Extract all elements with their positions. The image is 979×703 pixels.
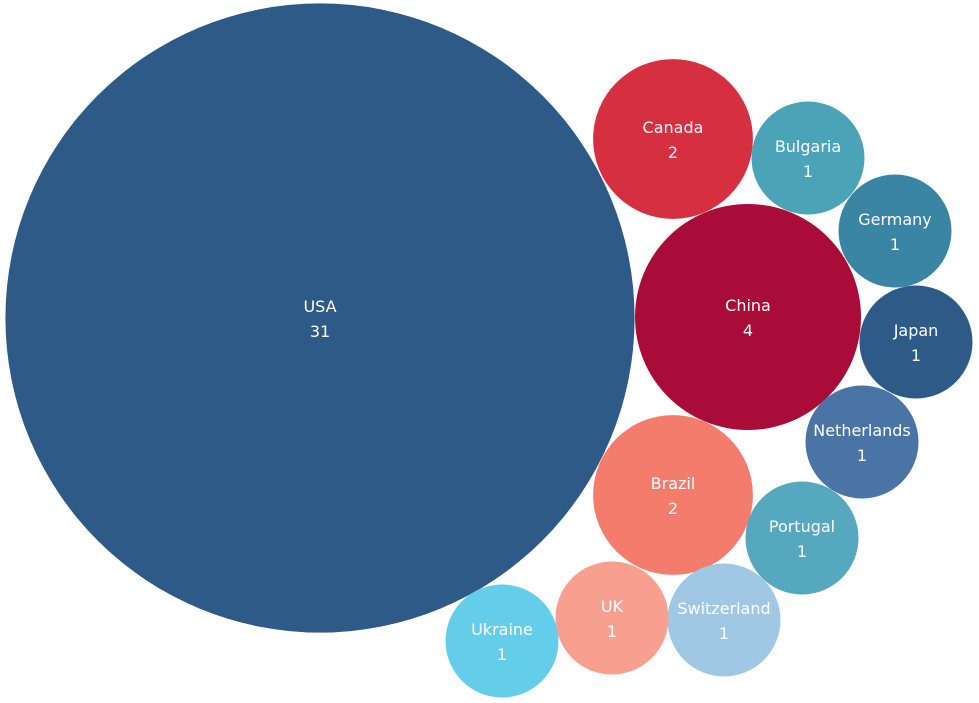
bubble-value-label: 1 — [719, 624, 729, 643]
bubble-circle-japan[interactable] — [859, 285, 973, 399]
bubble-circle-china[interactable] — [635, 204, 861, 430]
bubble-value-label: 4 — [743, 321, 753, 340]
bubble-portugal[interactable]: Portugal 1 — [745, 481, 859, 595]
bubble-circle-germany[interactable] — [838, 174, 952, 288]
bubble-name-label: UK — [601, 597, 624, 616]
bubble-circle-usa[interactable] — [5, 3, 635, 633]
bubble-circle-netherlands[interactable] — [805, 385, 919, 499]
bubble-value-label: 1 — [803, 162, 813, 181]
bubble-value-label: 1 — [797, 542, 807, 561]
bubble-name-label: Ukraine — [471, 620, 533, 639]
bubble-name-label: Germany — [858, 210, 932, 229]
bubble-circle-canada[interactable] — [593, 59, 753, 219]
bubble-switzerland[interactable]: Switzerland 1 — [667, 563, 781, 677]
bubble-name-label: Switzerland — [677, 599, 770, 618]
bubble-name-label: Netherlands — [813, 421, 911, 440]
bubble-germany[interactable]: Germany 1 — [838, 174, 952, 288]
bubble-circle-ukraine[interactable] — [445, 584, 559, 698]
bubble-canada[interactable]: Canada 2 — [593, 59, 753, 219]
bubble-netherlands[interactable]: Netherlands 1 — [805, 385, 919, 499]
bubble-name-label: Canada — [643, 118, 704, 137]
bubble-name-label: Japan — [893, 321, 939, 340]
bubble-circle-portugal[interactable] — [745, 481, 859, 595]
bubble-usa[interactable]: USA 31 — [5, 3, 635, 633]
bubble-circle-switzerland[interactable] — [667, 563, 781, 677]
bubble-circle-bulgaria[interactable] — [751, 101, 865, 215]
bubble-name-label: Bulgaria — [775, 137, 841, 156]
bubble-brazil[interactable]: Brazil 2 — [593, 415, 753, 575]
bubble-value-label: 1 — [497, 645, 507, 664]
bubble-value-label: 1 — [890, 235, 900, 254]
bubble-value-label: 1 — [857, 446, 867, 465]
bubble-name-label: China — [725, 296, 771, 315]
bubble-value-label: 1 — [911, 346, 921, 365]
bubble-name-label: Brazil — [651, 474, 696, 493]
bubble-ukraine[interactable]: Ukraine 1 — [445, 584, 559, 698]
bubble-china[interactable]: China 4 — [635, 204, 861, 430]
bubble-uk[interactable]: UK 1 — [555, 561, 669, 675]
bubble-circle-uk[interactable] — [555, 561, 669, 675]
bubble-japan[interactable]: Japan 1 — [859, 285, 973, 399]
bubble-value-label: 31 — [310, 322, 330, 341]
bubble-circle-brazil[interactable] — [593, 415, 753, 575]
bubble-value-label: 2 — [668, 143, 678, 162]
bubble-value-label: 1 — [607, 622, 617, 641]
bubble-bulgaria[interactable]: Bulgaria 1 — [751, 101, 865, 215]
bubble-name-label: Portugal — [769, 517, 835, 536]
bubble-value-label: 2 — [668, 499, 678, 518]
bubble-name-label: USA — [303, 297, 336, 316]
